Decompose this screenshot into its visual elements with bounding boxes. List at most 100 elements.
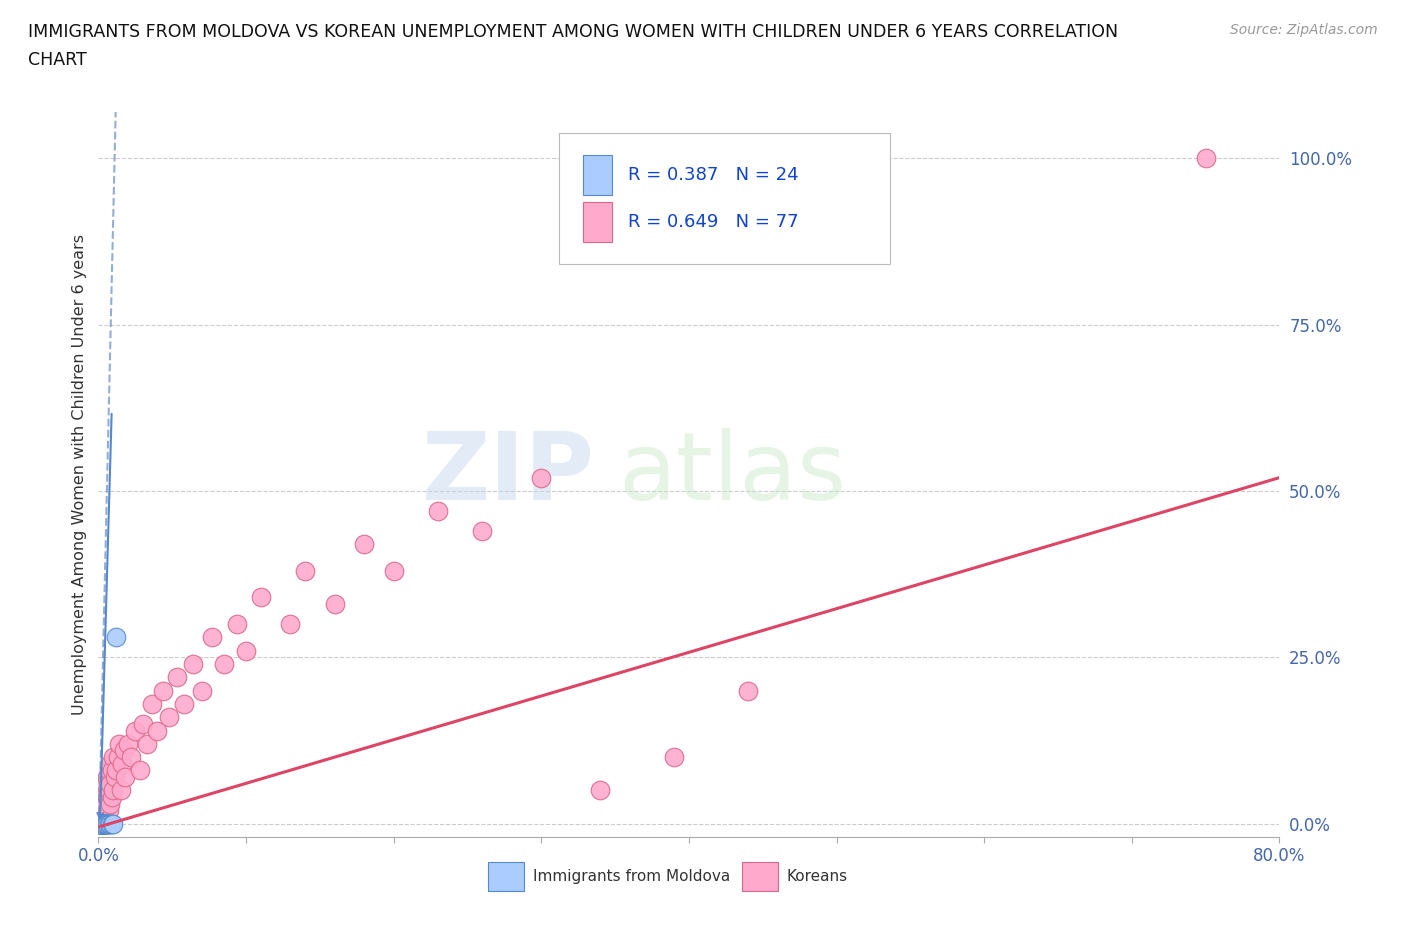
FancyBboxPatch shape — [560, 133, 890, 264]
Point — [96, 817, 118, 831]
Point — [90, 817, 112, 831]
Point — [104, 770, 127, 785]
Point — [91, 803, 114, 817]
Point — [90, 817, 112, 831]
Point — [103, 817, 125, 831]
Point — [93, 783, 115, 798]
Point — [191, 684, 214, 698]
Point — [93, 817, 115, 831]
Y-axis label: Unemployment Among Women with Children Under 6 years: Unemployment Among Women with Children U… — [72, 233, 87, 715]
Point — [90, 817, 112, 831]
Point — [89, 817, 111, 831]
Point — [117, 737, 139, 751]
Text: atlas: atlas — [619, 429, 846, 520]
Point — [152, 684, 174, 698]
Point — [90, 817, 112, 831]
Point — [737, 684, 759, 698]
Point — [1195, 151, 1218, 166]
Point — [93, 817, 115, 831]
Point — [90, 803, 112, 817]
Text: R = 0.387   N = 24: R = 0.387 N = 24 — [627, 166, 799, 184]
Point — [90, 817, 112, 831]
Point — [664, 750, 686, 764]
Point — [108, 737, 131, 751]
Point — [89, 817, 111, 831]
Text: IMMIGRANTS FROM MOLDOVA VS KOREAN UNEMPLOYMENT AMONG WOMEN WITH CHILDREN UNDER 6: IMMIGRANTS FROM MOLDOVA VS KOREAN UNEMPL… — [28, 23, 1118, 41]
Point — [226, 617, 249, 631]
Point — [97, 763, 120, 777]
Point — [94, 817, 117, 831]
Point — [94, 796, 117, 811]
Text: Immigrants from Moldova: Immigrants from Moldova — [533, 870, 730, 884]
Point — [278, 617, 302, 631]
Point — [110, 783, 132, 798]
Point — [382, 564, 405, 578]
Point — [91, 817, 114, 831]
Point — [98, 817, 121, 831]
Text: Koreans: Koreans — [787, 870, 848, 884]
Text: CHART: CHART — [28, 51, 87, 69]
Point — [90, 817, 112, 831]
Point — [105, 763, 128, 777]
Point — [93, 817, 115, 831]
Point — [90, 817, 112, 831]
Point — [91, 817, 114, 831]
Point — [91, 817, 114, 831]
Point — [141, 697, 163, 711]
Point — [97, 817, 120, 831]
FancyBboxPatch shape — [582, 203, 612, 242]
Point — [111, 756, 134, 771]
Point — [93, 817, 115, 831]
Point — [96, 770, 118, 785]
Point — [323, 597, 346, 612]
Point — [94, 817, 117, 831]
Point — [100, 763, 122, 777]
Point — [89, 817, 111, 831]
Point — [173, 697, 195, 711]
Point — [235, 644, 257, 658]
Text: ZIP: ZIP — [422, 429, 595, 520]
Point — [146, 724, 169, 738]
Point — [212, 657, 235, 671]
Point — [96, 817, 118, 831]
Point — [100, 790, 122, 804]
Point — [181, 657, 204, 671]
Point — [530, 471, 553, 485]
Point — [105, 630, 128, 644]
Point — [91, 783, 114, 798]
Point — [294, 564, 316, 578]
Point — [94, 817, 117, 831]
Point — [166, 670, 188, 684]
Point — [97, 783, 120, 798]
Point — [98, 777, 121, 791]
Point — [89, 817, 111, 831]
Point — [93, 777, 115, 791]
Point — [103, 750, 125, 764]
Point — [136, 737, 159, 751]
Point — [589, 783, 612, 798]
Point — [91, 817, 114, 831]
Point — [91, 817, 114, 831]
Point — [97, 803, 120, 817]
Point — [100, 817, 122, 831]
Point — [201, 630, 224, 644]
Point — [120, 750, 142, 764]
Point — [90, 817, 112, 831]
Point — [112, 743, 135, 758]
Text: R = 0.649   N = 77: R = 0.649 N = 77 — [627, 213, 799, 231]
Point — [427, 503, 450, 518]
Point — [132, 716, 155, 731]
FancyBboxPatch shape — [742, 862, 778, 891]
Point — [96, 790, 118, 804]
Point — [94, 777, 117, 791]
Point — [91, 817, 114, 831]
Point — [353, 537, 375, 551]
Point — [124, 724, 146, 738]
Point — [89, 817, 111, 831]
Point — [250, 590, 273, 604]
Point — [107, 750, 129, 764]
Point — [93, 796, 115, 811]
Point — [98, 796, 121, 811]
Point — [93, 817, 115, 831]
Point — [90, 817, 112, 831]
